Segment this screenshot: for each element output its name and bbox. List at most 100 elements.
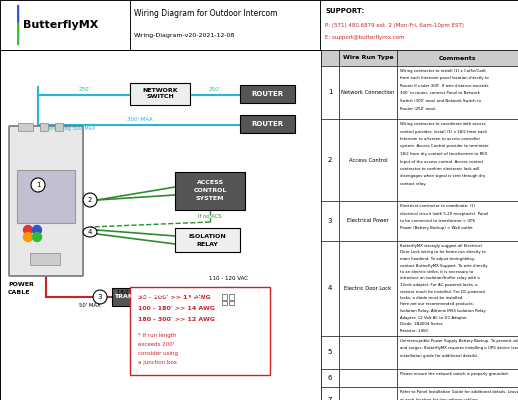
Text: 180 - 300' >> 12 AWG: 180 - 300' >> 12 AWG	[138, 317, 215, 322]
Text: 250': 250'	[79, 87, 91, 92]
Text: 2: 2	[328, 157, 333, 163]
Bar	[130, 287, 270, 375]
Text: Electrical contractor to coordinate: (1): Electrical contractor to coordinate: (1)	[400, 204, 475, 208]
Text: 110 - 120 VAC: 110 - 120 VAC	[209, 276, 248, 281]
Text: locks, a diode must be installed.: locks, a diode must be installed.	[400, 296, 464, 300]
Text: Wiring-Diagram-v20-2021-12-08: Wiring-Diagram-v20-2021-12-08	[134, 34, 235, 38]
Text: CONTROL: CONTROL	[193, 188, 227, 194]
Bar	[175, 288, 213, 306]
Text: a junction box: a junction box	[138, 360, 177, 365]
Text: Access Control: Access Control	[349, 158, 387, 162]
Text: exceeds 200': exceeds 200'	[138, 342, 175, 347]
Text: Switch (300' max) and Network Switch to: Switch (300' max) and Network Switch to	[400, 99, 481, 103]
Ellipse shape	[83, 227, 97, 237]
Text: Isolation Relay: Altronix IR5S Isolation Relay: Isolation Relay: Altronix IR5S Isolation…	[400, 309, 486, 313]
Bar	[321, 336, 518, 369]
Text: 2: 2	[88, 197, 92, 203]
Text: E: support@butterflymx.com: E: support@butterflymx.com	[325, 36, 405, 40]
Text: and surges, ButterflyMX requires installing a UPS device (see panel: and surges, ButterflyMX requires install…	[400, 346, 518, 350]
Circle shape	[93, 290, 107, 304]
Text: Electrical Power: Electrical Power	[347, 218, 389, 224]
Bar	[321, 387, 518, 400]
Text: Comments: Comments	[439, 56, 476, 60]
Bar	[30, 253, 60, 265]
Bar	[229, 294, 234, 300]
Text: contact ButterflyMX Support. To wire directly: contact ButterflyMX Support. To wire dir…	[400, 264, 487, 268]
Text: ButterflyMX: ButterflyMX	[23, 20, 98, 30]
Text: 250': 250'	[209, 87, 221, 92]
Text: 3: 3	[98, 294, 102, 300]
Text: 7: 7	[328, 398, 333, 400]
Text: If no ACS: If no ACS	[198, 214, 222, 219]
Text: ROUTER: ROUTER	[252, 91, 284, 97]
Circle shape	[23, 232, 33, 242]
Text: Please ensure the network switch is properly grounded.: Please ensure the network switch is prop…	[400, 372, 509, 376]
Text: Door Lock wiring to be home-run directly to: Door Lock wiring to be home-run directly…	[400, 250, 486, 254]
Text: disengages when signal is sent through dry: disengages when signal is sent through d…	[400, 174, 485, 178]
Bar	[18, 123, 33, 131]
Text: Electric Door Lock: Electric Door Lock	[344, 286, 392, 291]
Text: P: (571) 480.6879 ext. 2 (Mon-Fri, 6am-10pm EST): P: (571) 480.6879 ext. 2 (Mon-Fri, 6am-1…	[325, 22, 464, 28]
Text: 3: 3	[328, 218, 333, 224]
Text: POWER: POWER	[8, 282, 34, 288]
Text: Power (Battery Backup) > Wall outlet: Power (Battery Backup) > Wall outlet	[400, 226, 473, 230]
Text: system. Access Control provider to terminate: system. Access Control provider to termi…	[400, 144, 488, 148]
Text: Wiring contractor to install (1) x Cat5e/Cat6: Wiring contractor to install (1) x Cat5e…	[400, 69, 486, 73]
Text: 1: 1	[36, 182, 40, 188]
Text: Uninterruptible Power Supply Battery Backup. To prevent voltage drops: Uninterruptible Power Supply Battery Bac…	[400, 339, 518, 343]
Text: 300' MAX: 300' MAX	[127, 117, 153, 122]
Bar	[229, 301, 234, 305]
Text: SWITCH: SWITCH	[146, 94, 174, 100]
Text: 50 - 100' >> 18 AWG: 50 - 100' >> 18 AWG	[138, 295, 211, 300]
Text: Router (250' max).: Router (250' max).	[400, 106, 437, 110]
Text: introduce an isolation/buffer relay with a: introduce an isolation/buffer relay with…	[400, 276, 480, 280]
Circle shape	[23, 226, 33, 234]
Bar	[321, 119, 518, 201]
Text: Here are our recommended products:: Here are our recommended products:	[400, 302, 474, 306]
Text: Wire Run Type: Wire Run Type	[343, 56, 394, 60]
Text: RELAY: RELAY	[197, 242, 219, 246]
Bar	[175, 172, 245, 210]
Text: contact relay.: contact relay.	[400, 182, 426, 186]
Text: SYSTEM: SYSTEM	[196, 196, 224, 202]
Text: 6: 6	[328, 375, 333, 381]
Bar	[17, 170, 75, 223]
Text: ButterflyMX strongly suggest all Electrical: ButterflyMX strongly suggest all Electri…	[400, 244, 482, 248]
Bar	[130, 0, 320, 50]
Text: CAT 6: CAT 6	[47, 178, 63, 183]
Bar	[321, 201, 518, 241]
Text: CABLE: CABLE	[8, 290, 31, 296]
Text: * If run length: * If run length	[138, 333, 177, 338]
Bar	[240, 85, 295, 103]
Text: Refer to Panel Installation Guide for additional details. Leave 6' service loop: Refer to Panel Installation Guide for ad…	[400, 390, 518, 394]
Text: 300' to router, connect Panel to Network: 300' to router, connect Panel to Network	[400, 92, 480, 96]
Text: contractor to confirm electronic lock will: contractor to confirm electronic lock wi…	[400, 167, 480, 171]
Text: ACCESS: ACCESS	[196, 180, 224, 186]
Bar	[321, 66, 518, 119]
Bar	[175, 228, 240, 252]
Circle shape	[31, 178, 45, 192]
Bar	[222, 294, 227, 300]
Text: Diode: 1N4004 Series: Diode: 1N4004 Series	[400, 322, 443, 326]
Text: 18/2 from dry contact of touchscreen to REX: 18/2 from dry contact of touchscreen to …	[400, 152, 487, 156]
Text: Intercom to a/screen to access controller: Intercom to a/screen to access controlle…	[400, 137, 480, 141]
Text: Adapter: 12 Volt AC to DC Adapter: Adapter: 12 Volt AC to DC Adapter	[400, 316, 467, 320]
Bar	[222, 301, 227, 305]
Text: 50' MAX: 50' MAX	[79, 303, 101, 308]
Circle shape	[83, 193, 97, 207]
Bar	[321, 50, 518, 66]
Text: 4: 4	[88, 229, 92, 235]
Circle shape	[33, 226, 41, 234]
Text: 12vdc adapter. For AC-powered locks, a: 12vdc adapter. For AC-powered locks, a	[400, 283, 478, 287]
Text: UPS: UPS	[186, 294, 202, 300]
Text: 600VA / 300W: 600VA / 300W	[177, 317, 211, 322]
Bar	[112, 288, 170, 306]
Text: at each location for low voltage cabling.: at each location for low voltage cabling…	[400, 398, 479, 400]
Text: Minimum: Minimum	[183, 310, 206, 315]
Text: ROUTER: ROUTER	[252, 121, 284, 127]
Text: to be connected to transformer > UPS: to be connected to transformer > UPS	[400, 219, 475, 223]
Bar	[130, 83, 190, 105]
Text: Wiring contractor to coordinate with access: Wiring contractor to coordinate with acc…	[400, 122, 485, 126]
Bar	[240, 115, 295, 133]
Text: 1: 1	[328, 90, 333, 96]
